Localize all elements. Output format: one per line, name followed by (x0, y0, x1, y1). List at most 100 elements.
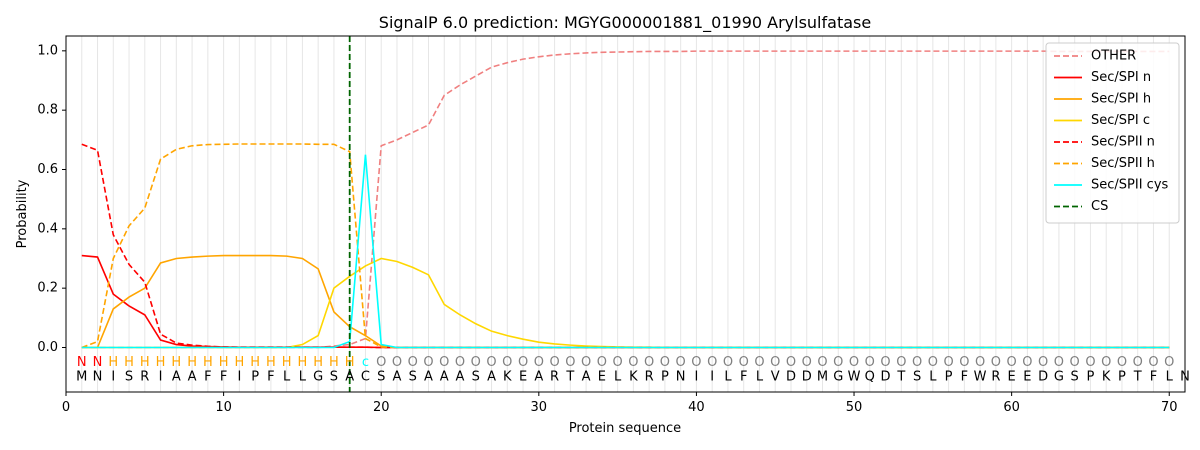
annotation-label: O (518, 355, 528, 370)
annotation-label: O (1022, 355, 1032, 370)
axes: 0 10 20 30 40 50 60 70 0.0 0.2 0.4 0.6 0.8 1.0 (37, 43, 1177, 415)
legend-label: Sec/SPI h (1091, 92, 1151, 107)
residue-label: G (1054, 370, 1064, 385)
residue-label: A (456, 370, 465, 385)
residue-label: S (913, 370, 921, 385)
series-line (81, 50, 1170, 349)
annotation-label: O (1117, 355, 1127, 370)
residue-label: L (299, 370, 307, 385)
residue-label: A (345, 370, 354, 385)
annotation-label: O (707, 355, 717, 370)
residue-label: L (1166, 370, 1174, 385)
annotation-label: O (1070, 355, 1080, 370)
residue-label: E (1008, 370, 1016, 385)
residue-label: E (598, 370, 606, 385)
annotation-label: O (549, 355, 559, 370)
annotation-label: O (644, 355, 654, 370)
residue-label: S (330, 370, 338, 385)
y-tick-label: 0.6 (37, 162, 58, 177)
residue-label: I (111, 370, 115, 385)
residue-label: F (204, 370, 211, 385)
legend-label: Sec/SPII cys (1091, 178, 1169, 193)
y-axis-title: Probability (15, 179, 30, 248)
annotation-label: O (849, 355, 859, 370)
annotation-label: O (439, 355, 449, 370)
series-line (81, 154, 1170, 349)
residue-label: V (771, 370, 780, 385)
residue-label: R (140, 370, 149, 385)
residue-label: Q (865, 370, 875, 385)
x-tick-label: 10 (215, 400, 232, 415)
annotation-label: O (723, 355, 733, 370)
annotation-label: O (1085, 355, 1095, 370)
annotation-label: O (786, 355, 796, 370)
annotation-label: O (1164, 355, 1174, 370)
annotation-label: O (660, 355, 670, 370)
x-tick-label: 60 (1003, 400, 1020, 415)
residue-label: S (409, 370, 417, 385)
grid-lines (81, 36, 1186, 392)
annotation-label: H (108, 355, 118, 370)
annotation-label: O (676, 355, 686, 370)
annotation-label: O (802, 355, 812, 370)
annotation-label: H (171, 355, 181, 370)
annotation-label: H (313, 355, 323, 370)
residue-label: R (991, 370, 1000, 385)
residue-label: C (361, 370, 370, 385)
legend-label: Sec/SPII n (1091, 135, 1155, 150)
series-line (81, 254, 1170, 349)
legend: OTHER Sec/SPI n Sec/SPI h Sec/SPI c Sec/SPII… (1045, 42, 1180, 224)
annotation-label: O (770, 355, 780, 370)
annotation-label: O (865, 355, 875, 370)
residue-label: S (472, 370, 480, 385)
annotation-label: O (628, 355, 638, 370)
residue-label: K (629, 370, 638, 385)
annotation-label: H (345, 355, 355, 370)
residue-label: S (1071, 370, 1079, 385)
annotation-label: O (880, 355, 890, 370)
annotation-label: c (362, 355, 369, 370)
annotation-label: O (408, 355, 418, 370)
residue-label: L (756, 370, 764, 385)
annotation-label: O (833, 355, 843, 370)
chart-title: SignalP 6.0 prediction: MGYG000001881_01… (379, 13, 871, 33)
annotation-label: O (471, 355, 481, 370)
residue-label: T (1133, 370, 1142, 385)
residue-label: F (1150, 370, 1157, 385)
residue-label: D (881, 370, 891, 385)
residue-label: I (237, 370, 241, 385)
annotation-label: O (392, 355, 402, 370)
annotation-label: O (959, 355, 969, 370)
residue-label: E (519, 370, 527, 385)
annotation-label: O (943, 355, 953, 370)
plot-frame (65, 35, 1186, 393)
residue-label: L (283, 370, 291, 385)
annotation-label: H (156, 355, 166, 370)
annotation-label: H (298, 355, 308, 370)
annotation-label: O (1101, 355, 1111, 370)
annotation-label: O (975, 355, 985, 370)
residue-label: G (833, 370, 843, 385)
annotation-label: H (187, 355, 197, 370)
annotation-label: O (565, 355, 575, 370)
residue-label: E (1023, 370, 1031, 385)
annotation-label: H (203, 355, 213, 370)
legend-box (1045, 42, 1180, 224)
residue-label: A (534, 370, 543, 385)
y-tick-label: 0.8 (37, 103, 58, 118)
annotation-label: H (329, 355, 339, 370)
series-line (81, 143, 1170, 349)
residue-label: F (740, 370, 747, 385)
x-tick-label: 0 (62, 400, 70, 415)
residue-label: M (817, 370, 828, 385)
legend-label: Sec/SPI c (1091, 113, 1150, 128)
residue-label: T (896, 370, 905, 385)
residue-label: W (974, 370, 987, 385)
annotation-label: O (991, 355, 1001, 370)
y-tick-label: 0.2 (37, 281, 58, 296)
annotation-label: N (93, 355, 103, 370)
annotation-label: O (1038, 355, 1048, 370)
residue-label: D (786, 370, 796, 385)
